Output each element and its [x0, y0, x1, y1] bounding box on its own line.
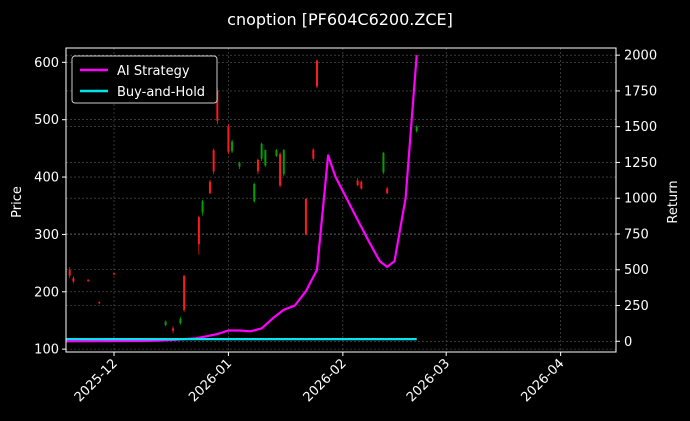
candle-body-18 [256, 159, 259, 172]
candlesticks [68, 59, 418, 334]
candle-29 [382, 151, 385, 175]
candle-body-14 [227, 126, 230, 152]
plot-frame [65, 47, 617, 353]
candle-19 [260, 142, 263, 161]
candle-16 [238, 161, 241, 170]
candle-body-29 [382, 152, 385, 173]
y2-tick-label-2: 500 [624, 263, 649, 278]
candle-0 [68, 267, 71, 279]
candle-15 [231, 139, 234, 153]
candle-body-4 [112, 273, 115, 275]
y-tick-label-2: 300 [34, 228, 59, 243]
y-tick-label-5: 600 [34, 56, 59, 71]
candle-body-6 [172, 328, 175, 331]
candle-27 [356, 178, 359, 187]
candle-body-19 [260, 143, 263, 159]
candle-2 [87, 279, 90, 283]
candle-body-31 [415, 126, 418, 132]
candle-body-30 [386, 188, 389, 194]
candle-28 [360, 180, 363, 190]
y-tick-label-1: 200 [34, 285, 59, 300]
candle-body-8 [183, 275, 186, 311]
candle-body-22 [279, 154, 282, 186]
candle-24 [304, 198, 307, 236]
series-lines [65, 55, 418, 343]
candle-body-2 [87, 279, 90, 281]
candle-14 [227, 124, 230, 155]
legend-label-buy-and-hold: Buy-and-Hold [117, 85, 205, 100]
candle-23 [282, 148, 285, 176]
y2-tick-label-8: 2000 [624, 49, 657, 64]
candle-12 [212, 148, 215, 175]
candle-body-0 [68, 269, 71, 276]
legend: AI Strategy Buy-and-Hold [71, 55, 218, 104]
candle-body-7 [179, 318, 182, 324]
y2-tick-label-3: 750 [624, 227, 649, 242]
candle-21 [275, 148, 278, 157]
y2-axis-label: Return [666, 180, 681, 223]
candle-26 [316, 59, 319, 89]
candle-body-20 [264, 150, 267, 166]
candle-body-23 [282, 150, 285, 175]
candle-body-11 [208, 181, 211, 194]
candle-body-28 [360, 181, 363, 189]
candle-9 [197, 216, 200, 255]
candle-body-3 [98, 302, 101, 304]
y2-tick-label-6: 1500 [624, 120, 657, 135]
y-tick-label-4: 500 [34, 113, 59, 128]
legend-box [71, 55, 218, 104]
y-tick-label-0: 100 [34, 343, 59, 358]
candle-18 [256, 158, 259, 175]
legend-label-ai-strategy: AI Strategy [117, 64, 190, 79]
candle-body-5 [164, 321, 167, 326]
candle-body-15 [231, 141, 234, 152]
candle-body-24 [304, 198, 307, 235]
candle-22 [279, 152, 282, 188]
y2-tick-label-5: 1250 [624, 156, 657, 171]
candle-body-27 [356, 180, 359, 186]
y2-tick-label-4: 1000 [624, 192, 657, 207]
candle-31 [415, 125, 418, 133]
candle-10 [201, 200, 204, 216]
candle-body-21 [275, 150, 278, 156]
candle-11 [208, 179, 211, 195]
candle-body-17 [253, 183, 256, 202]
candle-body-13 [216, 91, 219, 121]
candle-4 [112, 272, 115, 276]
candle-25 [312, 148, 315, 161]
candle-body-12 [212, 150, 215, 172]
grid [66, 48, 616, 352]
candle-5 [164, 320, 167, 327]
y2-tick-label-7: 1750 [624, 84, 657, 99]
candle-7 [179, 317, 182, 325]
y-axis-label: Price [10, 186, 25, 218]
candle-17 [253, 182, 256, 203]
candle-body-10 [201, 201, 204, 213]
candle-8 [183, 275, 186, 312]
y-tick-label-3: 400 [34, 171, 59, 186]
candle-body-26 [316, 60, 319, 87]
candle-body-9 [197, 217, 200, 245]
candle-30 [386, 186, 389, 195]
candle-body-16 [238, 162, 241, 167]
y2-tick-label-1: 250 [624, 299, 649, 314]
candle-20 [264, 149, 267, 167]
candle-6 [172, 326, 175, 334]
candle-body-1 [72, 278, 75, 282]
chart-title: cnoption [PF604C6200.ZCE] [227, 10, 453, 29]
candle-1 [72, 276, 75, 284]
candle-body-25 [312, 149, 315, 159]
candle-3 [98, 301, 101, 304]
y2-tick-label-0: 0 [624, 335, 632, 350]
